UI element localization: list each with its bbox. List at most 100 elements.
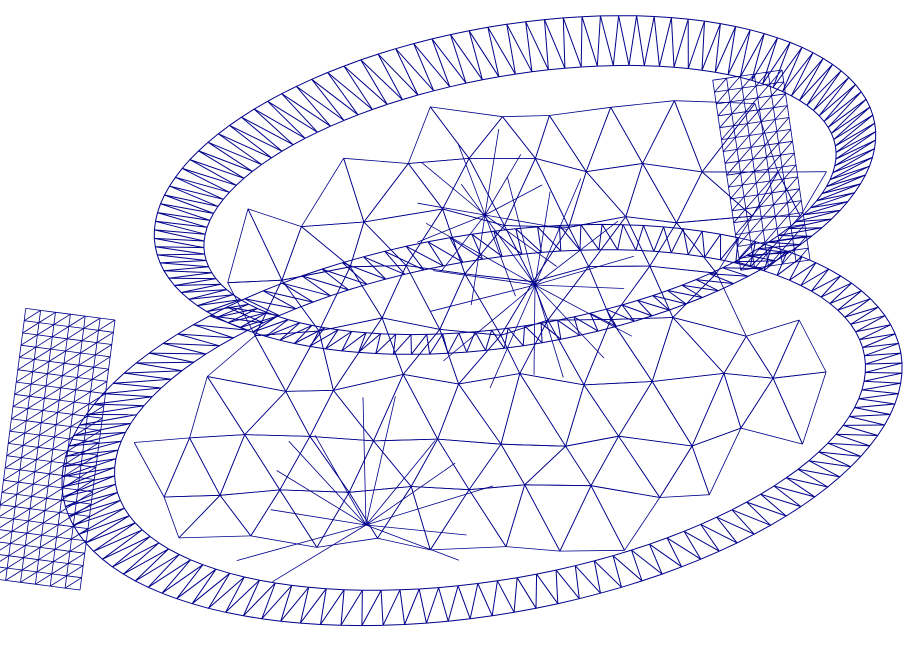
upper-ring-edge (637, 300, 653, 317)
lower-ring-edge (299, 587, 310, 624)
interior-edge (333, 374, 404, 391)
upper-ring-edge (337, 329, 352, 332)
lower-ring-edge (116, 492, 121, 501)
interior-edge (382, 317, 440, 330)
lower-ring-edge (864, 380, 901, 384)
upper-ring-edge (299, 322, 313, 326)
left-fine-edge (59, 512, 75, 515)
lower-ring-edge (438, 585, 459, 589)
right-fine-edge (731, 113, 734, 126)
upper-ring-edge (325, 331, 352, 350)
upper-ring-edge (163, 266, 209, 272)
left-fine-edge (0, 529, 13, 532)
left-fine-edge (0, 530, 13, 540)
left-fine-edge (65, 338, 68, 352)
upper-ring-edge (506, 24, 516, 75)
lower-ring-edge (497, 577, 518, 582)
interior-edge (547, 266, 589, 321)
left-fine-edge (11, 418, 27, 422)
lower-ring-edge (786, 477, 828, 488)
left-fine-edge (21, 557, 25, 571)
lower-ring-edge (124, 423, 132, 433)
fan-edge (484, 214, 557, 267)
upper-ring-edge (834, 148, 875, 167)
left-fine-edge (95, 454, 98, 468)
right-fine-edge (759, 204, 774, 208)
upper-ring-edge (377, 53, 403, 100)
lower-ring-edge (191, 572, 231, 605)
lower-ring-edge (683, 523, 701, 532)
left-fine-edge (0, 566, 8, 569)
left-fine-edge (5, 580, 21, 583)
left-fine-edge (38, 322, 54, 325)
lower-ring-edge (622, 224, 637, 251)
left-fine-edge (44, 510, 60, 513)
left-fine-edge (68, 563, 84, 566)
lower-ring-edge (666, 537, 683, 568)
lower-ring-edge (612, 549, 632, 557)
right-fine-edge (760, 107, 774, 122)
upper-ring-edge (317, 125, 331, 133)
upper-ring-edge (229, 124, 283, 152)
right-fine-edge (759, 206, 762, 219)
right-fine-edge (773, 105, 788, 109)
lower-ring-edge (65, 440, 122, 457)
upper-ring-edge (803, 207, 811, 216)
lower-ring-edge (102, 529, 143, 560)
right-fine-edge (762, 133, 766, 146)
upper-ring-edge (197, 299, 241, 307)
upper-ring-edge (474, 331, 486, 351)
interior-edge (500, 443, 566, 447)
upper-ring-edge (343, 114, 359, 121)
left-fine-edge (7, 431, 11, 444)
interior-edge (469, 484, 525, 491)
left-fine-edge (24, 432, 40, 436)
left-fine-edge (90, 381, 108, 393)
left-fine-edge (19, 345, 22, 358)
left-fine-edge (42, 398, 45, 411)
lower-ring-edge (820, 275, 841, 298)
lower-ring-edge (850, 315, 886, 325)
left-fine-edge (35, 346, 51, 350)
left-fine-edge (82, 340, 97, 343)
lower-ring-edge (291, 584, 309, 588)
lower-ring-edge (558, 225, 562, 252)
upper-ring-edge (327, 72, 373, 110)
lower-ring-edge (244, 298, 280, 317)
lower-ring-edge (149, 536, 160, 544)
left-fine-edge (8, 545, 26, 557)
upper-ring-edge (829, 156, 873, 181)
interior-edge (504, 225, 534, 282)
lower-ring-edge (670, 228, 684, 253)
lower-ring-edge (93, 522, 136, 552)
right-fine-edge (752, 253, 767, 257)
upper-ring-edge (740, 76, 752, 81)
lower-ring-edge (865, 352, 902, 365)
right-fine-edge (752, 145, 766, 160)
interior-edge (659, 494, 710, 498)
right-fine-edge (806, 236, 809, 249)
left-fine-edge (4, 457, 22, 469)
left-fine-edge (39, 434, 55, 438)
lower-ring-edge (226, 306, 280, 317)
lower-ring-edge (716, 516, 738, 544)
left-fine-edge (44, 387, 62, 399)
interior-edge (301, 221, 364, 227)
left-fine-edge (38, 311, 56, 323)
right-fine-edge (731, 210, 735, 223)
fan-edge (236, 524, 367, 561)
right-fine-edge (773, 202, 788, 206)
upper-ring-edge (673, 66, 689, 69)
lower-ring-edge (226, 306, 264, 324)
left-fine-edge (20, 332, 23, 346)
upper-ring-edge (658, 17, 672, 67)
interior-edge (549, 115, 587, 172)
lower-ring-edge (176, 564, 204, 600)
interior-edge (219, 495, 252, 537)
lower-ring-edge (574, 565, 580, 599)
upper-ring-edge (782, 52, 814, 92)
left-fine-edge (60, 377, 78, 389)
lower-ring-edge (829, 303, 839, 311)
interior-edge (134, 437, 190, 443)
left-fine-edge (68, 426, 72, 439)
